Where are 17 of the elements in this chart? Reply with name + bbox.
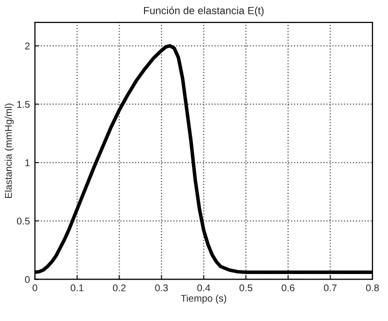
x-tick-label: 0.1	[70, 284, 84, 292]
x-tick-label: 0.3	[155, 284, 168, 292]
y-tick-label: 1.5	[17, 101, 30, 108]
x-tick-label: 0.2	[112, 284, 126, 292]
y-tick-label: 0	[25, 276, 30, 283]
x-tick-label: 0.5	[240, 284, 252, 292]
x-tick-label: 0	[32, 284, 38, 292]
y-axis-title: Elastancia (mmHg/ml)	[4, 104, 14, 198]
x-axis-title: Tiempo (s)	[180, 294, 226, 304]
x-tick-label: 0.7	[324, 284, 337, 292]
y-tick-label: 2	[25, 42, 30, 50]
y-tick-label: 0.5	[16, 218, 30, 225]
chart-title: Función de elastancia E(t)	[144, 6, 264, 16]
y-tick-label: 1	[25, 159, 30, 166]
x-tick-label: 0.6	[282, 284, 294, 292]
x-tick-label: 0.4	[197, 284, 210, 292]
x-tick-label: 0.8	[366, 284, 379, 292]
